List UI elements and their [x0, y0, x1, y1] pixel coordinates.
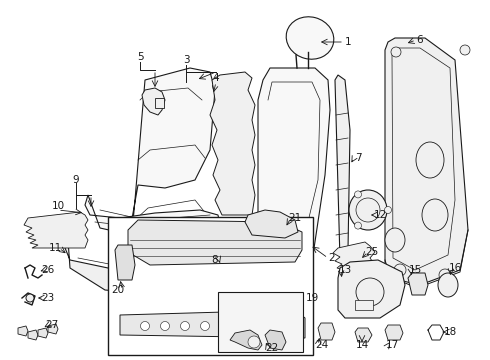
- Polygon shape: [265, 330, 286, 350]
- Text: 17: 17: [385, 340, 399, 350]
- Circle shape: [354, 222, 362, 229]
- Text: 16: 16: [448, 263, 462, 273]
- Polygon shape: [408, 273, 428, 295]
- Polygon shape: [338, 260, 405, 318]
- Text: 19: 19: [305, 293, 318, 303]
- Circle shape: [280, 321, 290, 330]
- Polygon shape: [65, 240, 200, 295]
- Polygon shape: [220, 242, 300, 275]
- Circle shape: [460, 45, 470, 55]
- Circle shape: [354, 191, 362, 198]
- Circle shape: [356, 198, 380, 222]
- Polygon shape: [115, 245, 135, 280]
- Polygon shape: [245, 210, 298, 238]
- Text: 4: 4: [213, 73, 220, 83]
- Text: 2: 2: [329, 253, 335, 263]
- Polygon shape: [128, 68, 215, 270]
- Text: 23: 23: [41, 293, 54, 303]
- Circle shape: [180, 321, 190, 330]
- Text: 6: 6: [416, 35, 423, 45]
- Text: 15: 15: [408, 265, 421, 275]
- Text: 20: 20: [111, 285, 124, 295]
- Text: 11: 11: [49, 243, 62, 253]
- Circle shape: [248, 336, 260, 348]
- Polygon shape: [355, 328, 372, 342]
- Polygon shape: [128, 220, 302, 265]
- Circle shape: [391, 47, 401, 57]
- Polygon shape: [85, 195, 220, 240]
- Circle shape: [141, 321, 149, 330]
- Ellipse shape: [422, 199, 448, 231]
- Text: 12: 12: [373, 210, 387, 220]
- Circle shape: [439, 269, 451, 281]
- Circle shape: [356, 278, 384, 306]
- Ellipse shape: [349, 190, 387, 230]
- Polygon shape: [28, 330, 38, 340]
- Ellipse shape: [416, 142, 444, 178]
- Ellipse shape: [286, 17, 334, 59]
- Circle shape: [161, 321, 170, 330]
- Polygon shape: [48, 324, 58, 334]
- Text: 5: 5: [137, 52, 143, 62]
- Circle shape: [220, 321, 229, 330]
- Text: 3: 3: [183, 55, 189, 65]
- Circle shape: [261, 321, 270, 330]
- Polygon shape: [120, 310, 305, 338]
- Bar: [355, 300, 373, 310]
- Text: 24: 24: [316, 340, 329, 350]
- Text: 18: 18: [443, 327, 457, 337]
- Text: 14: 14: [355, 340, 368, 350]
- Text: 1: 1: [344, 37, 351, 47]
- Text: 8: 8: [212, 255, 219, 265]
- Circle shape: [385, 207, 392, 213]
- Polygon shape: [385, 325, 403, 340]
- Bar: [108, 217, 313, 355]
- Circle shape: [200, 321, 210, 330]
- Polygon shape: [18, 326, 28, 336]
- Polygon shape: [24, 212, 88, 248]
- Circle shape: [26, 294, 34, 302]
- Polygon shape: [333, 242, 375, 275]
- Polygon shape: [335, 75, 350, 260]
- Circle shape: [241, 321, 249, 330]
- Bar: [155, 98, 164, 108]
- Bar: [218, 292, 303, 352]
- Ellipse shape: [385, 228, 405, 252]
- Polygon shape: [258, 68, 330, 282]
- Circle shape: [394, 264, 406, 276]
- Text: 10: 10: [51, 201, 65, 211]
- Text: 9: 9: [73, 175, 79, 185]
- Text: 21: 21: [289, 213, 302, 223]
- Polygon shape: [142, 88, 165, 115]
- Text: 7: 7: [355, 153, 361, 163]
- Text: 13: 13: [339, 265, 352, 275]
- Polygon shape: [210, 72, 255, 215]
- Text: 27: 27: [46, 320, 59, 330]
- Polygon shape: [318, 323, 335, 340]
- Ellipse shape: [438, 273, 458, 297]
- Polygon shape: [385, 38, 468, 285]
- Polygon shape: [230, 330, 262, 350]
- Polygon shape: [38, 328, 48, 338]
- Text: 22: 22: [266, 343, 279, 353]
- Text: 25: 25: [366, 247, 379, 257]
- Text: 26: 26: [41, 265, 54, 275]
